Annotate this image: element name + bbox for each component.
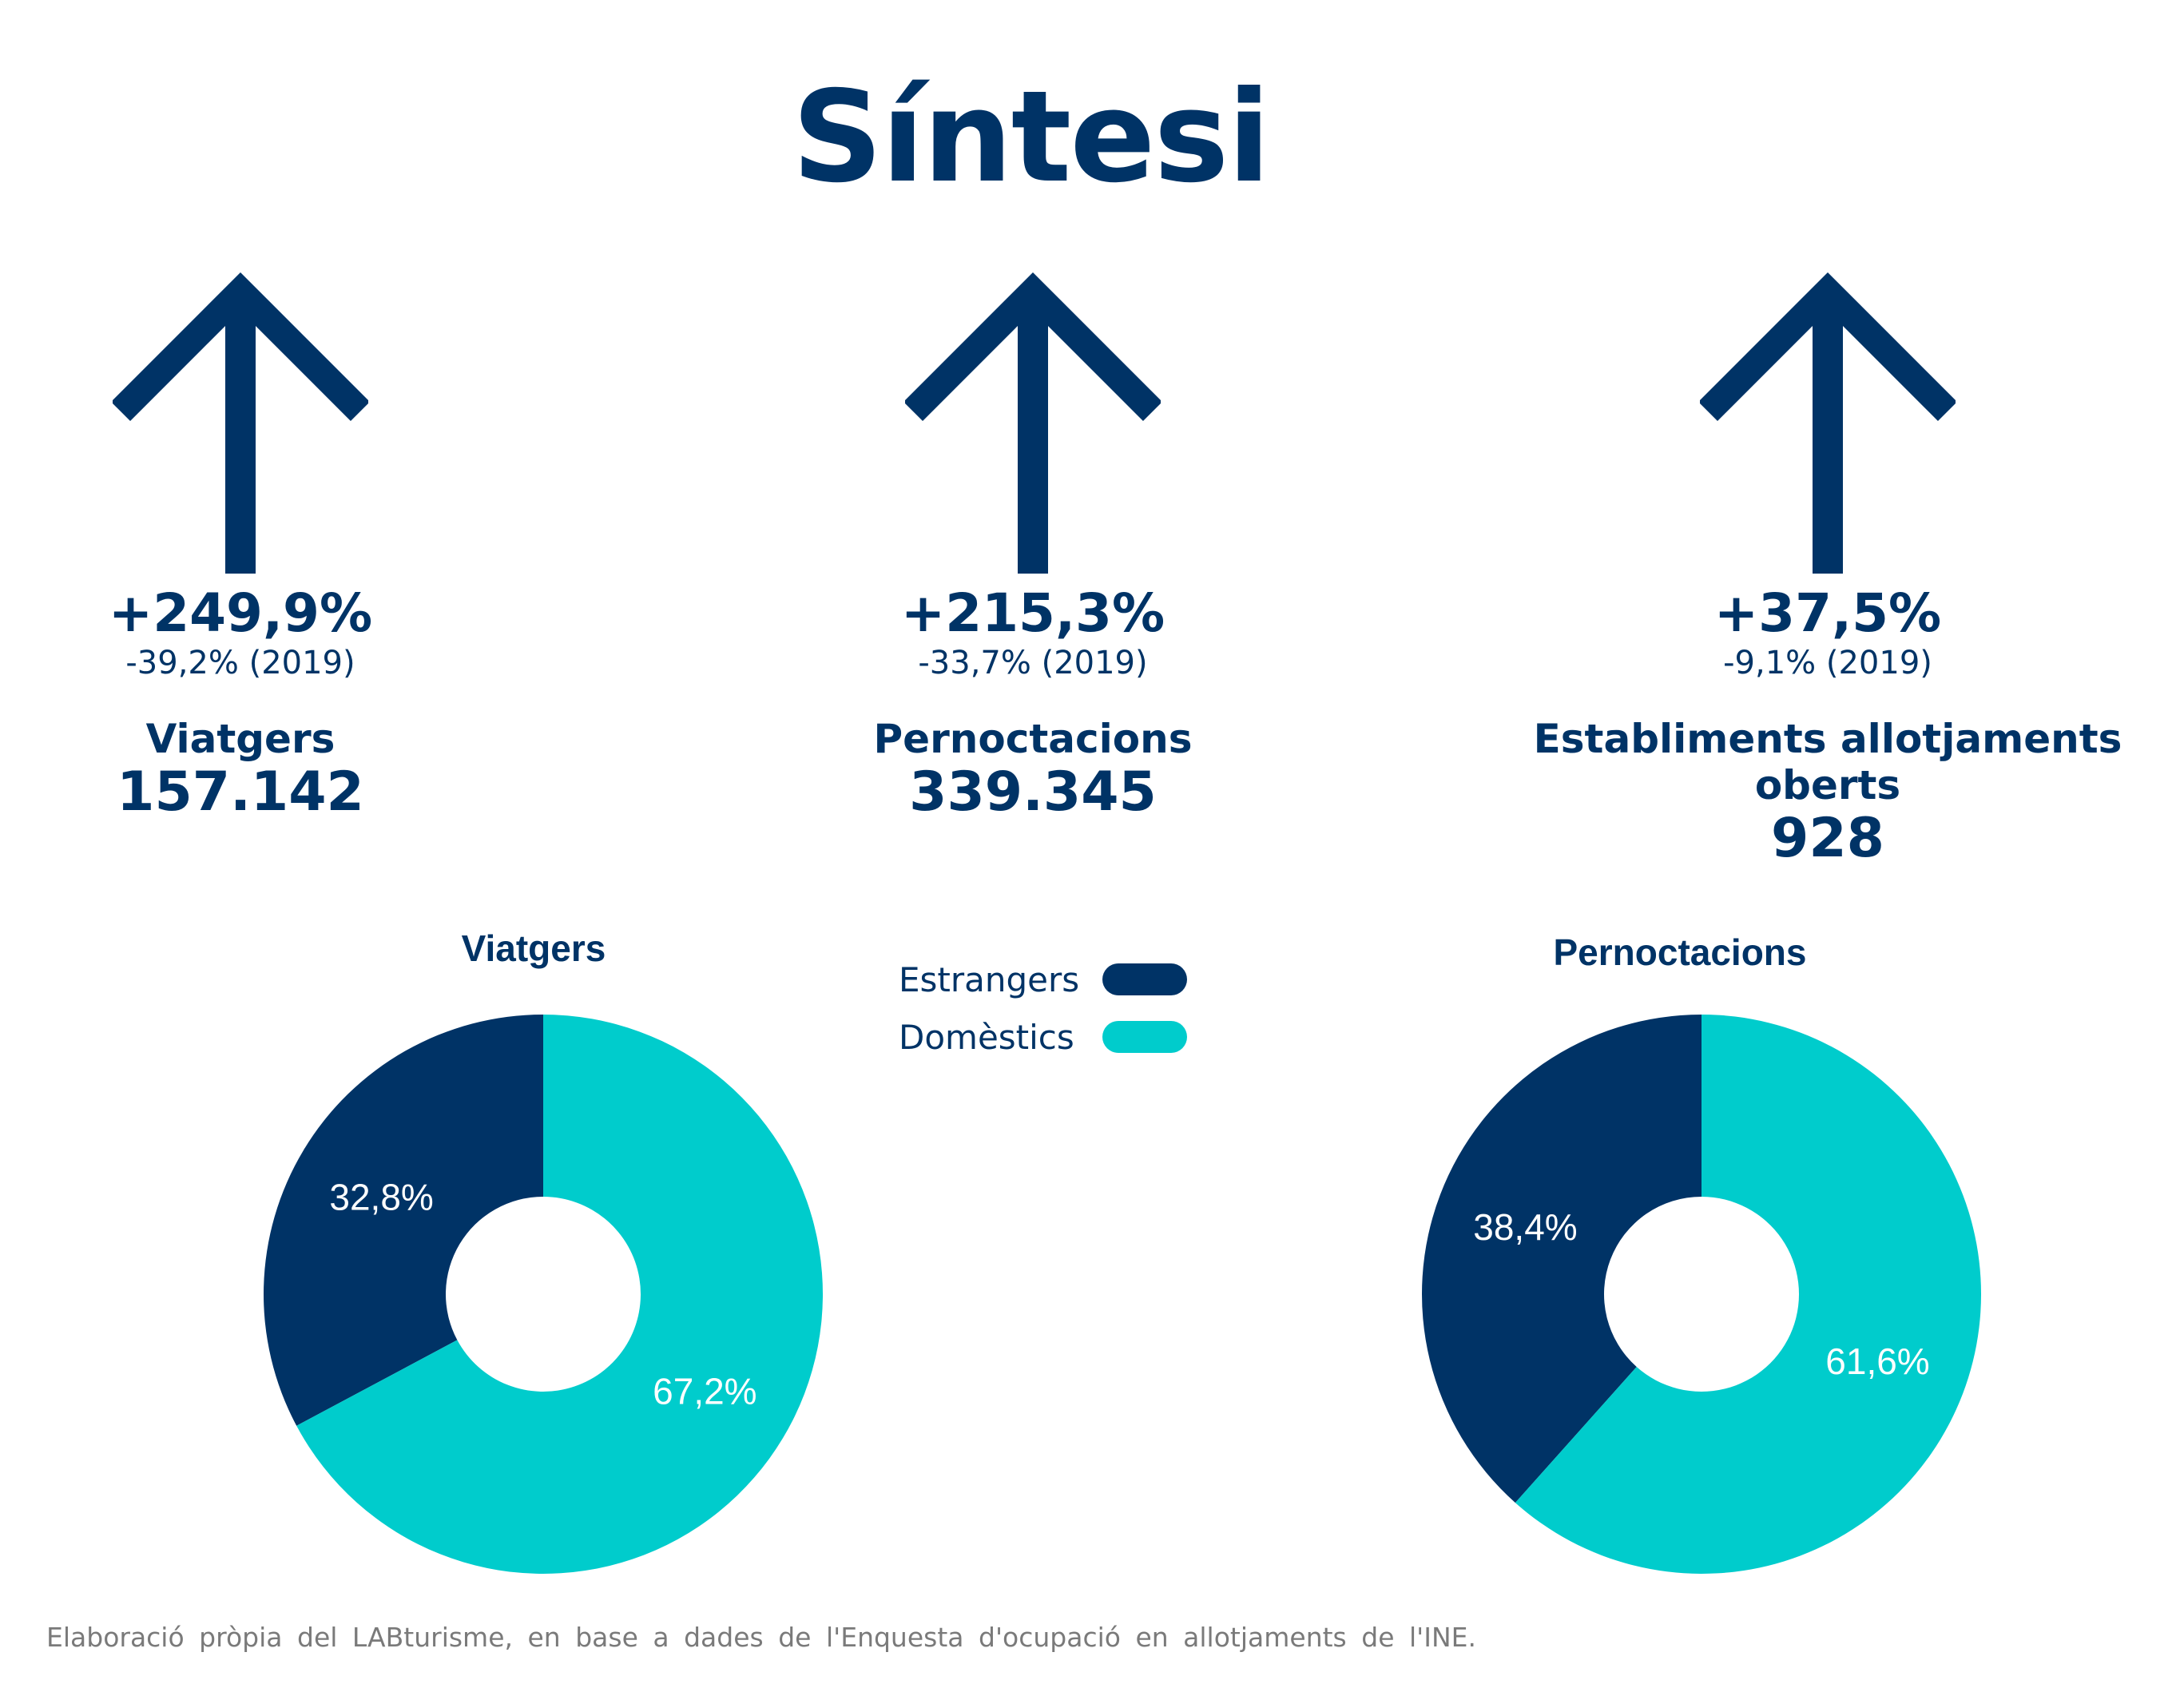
kpi-change-2019: -33,7% (2019) — [918, 645, 1148, 681]
kpi-change: +37,5% — [1713, 582, 1942, 644]
donut-data-label: 61,6% — [1825, 1340, 1929, 1382]
kpi-pernoctacions: +215,3% -33,7% (2019) Pernoctacions 339.… — [673, 264, 1392, 823]
donut-data-label: 67,2% — [653, 1370, 756, 1412]
donut-chart-pernoctacions: 38,4% 61,6% — [1422, 1015, 1981, 1575]
kpi-label: Establiments allotjaments oberts — [1533, 716, 2122, 808]
chart-legend: Estrangers Domèstics — [899, 951, 1187, 1066]
legend-label: Estrangers — [899, 959, 1080, 999]
chart-title-pernoctacions: Pernoctacions — [1553, 931, 1807, 973]
page-title: Síntesi — [792, 64, 1270, 211]
donut-data-label: 32,8% — [329, 1177, 433, 1218]
legend-item-domestics: Domèstics — [899, 1008, 1187, 1066]
kpi-change: +249,9% — [108, 582, 373, 644]
source-note: Elaboració pròpia del LABturisme, en bas… — [46, 1622, 1476, 1653]
kpi-label: Viatgers — [145, 716, 336, 762]
donut-slice-estrangers — [263, 1015, 543, 1426]
legend-swatch — [1102, 963, 1187, 995]
legend-item-estrangers: Estrangers — [899, 951, 1187, 1008]
arrow-up-icon — [905, 272, 1161, 574]
donut-slice-domestics — [1515, 1015, 1981, 1575]
kpi-viatgers: +249,9% -39,2% (2019) Viatgers 157.142 — [0, 264, 600, 823]
chart-title-viatgers: Viatgers — [461, 927, 606, 969]
arrow-up-icon — [113, 272, 368, 574]
donut-slice-estrangers — [1422, 1015, 1702, 1503]
kpi-establiments: +37,5% -9,1% (2019) Establiments allotja… — [1468, 264, 2184, 869]
kpi-change-2019: -9,1% (2019) — [1723, 645, 1932, 681]
kpi-label: Pernoctacions — [873, 716, 1193, 762]
kpi-change-2019: -39,2% (2019) — [125, 645, 355, 681]
arrow-up-icon — [1700, 272, 1956, 574]
kpi-value: 339.345 — [909, 761, 1157, 824]
legend-swatch — [1102, 1021, 1187, 1053]
kpi-value: 157.142 — [117, 761, 364, 824]
kpi-change: +215,3% — [900, 582, 1165, 644]
kpi-value: 928 — [1771, 807, 1884, 870]
donut-chart-viatgers: 32,8% 67,2% — [263, 1015, 823, 1574]
donut-data-label: 38,4% — [1473, 1206, 1577, 1248]
legend-label: Domèstics — [899, 1017, 1074, 1057]
donut-slice-domestics — [296, 1015, 823, 1574]
